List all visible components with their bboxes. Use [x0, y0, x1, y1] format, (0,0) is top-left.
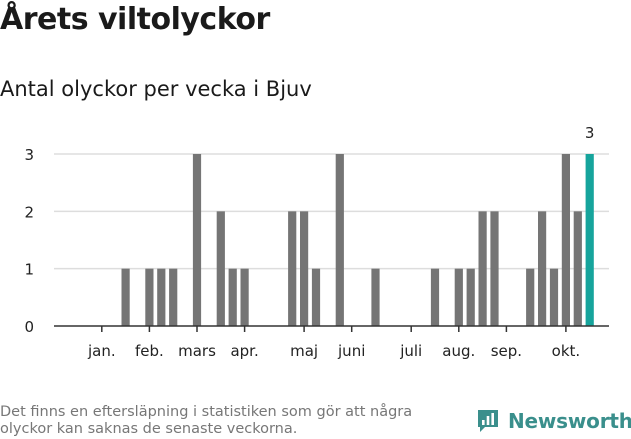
- bar: [549, 268, 559, 326]
- annotations: 3: [585, 124, 595, 142]
- bar: [169, 268, 178, 326]
- x-tick-label: mars: [178, 342, 216, 360]
- x-tick-label: aug.: [442, 342, 475, 360]
- y-axis-ticks: 0 1 2 3: [24, 146, 34, 336]
- bar: [454, 268, 463, 326]
- bar: [490, 211, 499, 326]
- y-tick-label: 0: [24, 318, 34, 336]
- x-tick-label: maj: [290, 342, 318, 360]
- x-tick-label: juli: [399, 342, 422, 360]
- bar: [288, 211, 297, 326]
- bar: [371, 268, 380, 326]
- bar: [228, 268, 237, 326]
- chart-title: Årets viltolyckor: [0, 2, 270, 37]
- bar: [335, 154, 344, 326]
- bar: [538, 211, 547, 326]
- bar: [300, 211, 309, 326]
- newsworthy-logo: Newsworthy: [476, 408, 631, 434]
- bar: [311, 268, 321, 326]
- bar: [430, 268, 440, 326]
- bar: [478, 211, 487, 326]
- bar: [216, 211, 225, 326]
- bar: [192, 154, 202, 326]
- x-tick-label: okt.: [552, 342, 581, 360]
- newsworthy-logo-icon: [478, 410, 498, 432]
- bar: [561, 154, 570, 326]
- bars: [121, 154, 594, 326]
- x-tick-label: sep.: [491, 342, 522, 360]
- x-tick-label: apr.: [230, 342, 258, 360]
- bar: [526, 268, 535, 326]
- bar: [121, 268, 130, 326]
- gridlines: [54, 153, 609, 270]
- bar: [145, 268, 154, 326]
- x-tick-label: jan.: [87, 342, 116, 360]
- x-tick-label: juni: [337, 342, 365, 360]
- y-tick-label: 1: [24, 261, 34, 279]
- x-tick-label: feb.: [135, 342, 164, 360]
- data-label: 3: [585, 124, 595, 142]
- bar-latest-week: [585, 154, 594, 326]
- footnote: Det finns en eftersläpning i statistiken…: [0, 404, 413, 437]
- bar: [157, 268, 166, 326]
- brand-name: Newsworthy: [508, 409, 631, 433]
- x-axis: jan. feb. mars apr. maj juni juli aug. sep. okt.: [54, 325, 609, 360]
- y-tick-label: 3: [24, 146, 34, 164]
- bar: [466, 268, 475, 326]
- bar: [240, 268, 249, 326]
- bar: [573, 211, 582, 326]
- y-tick-label: 2: [24, 203, 34, 221]
- chart-subtitle: Antal olyckor per vecka i Bjuv: [0, 77, 312, 101]
